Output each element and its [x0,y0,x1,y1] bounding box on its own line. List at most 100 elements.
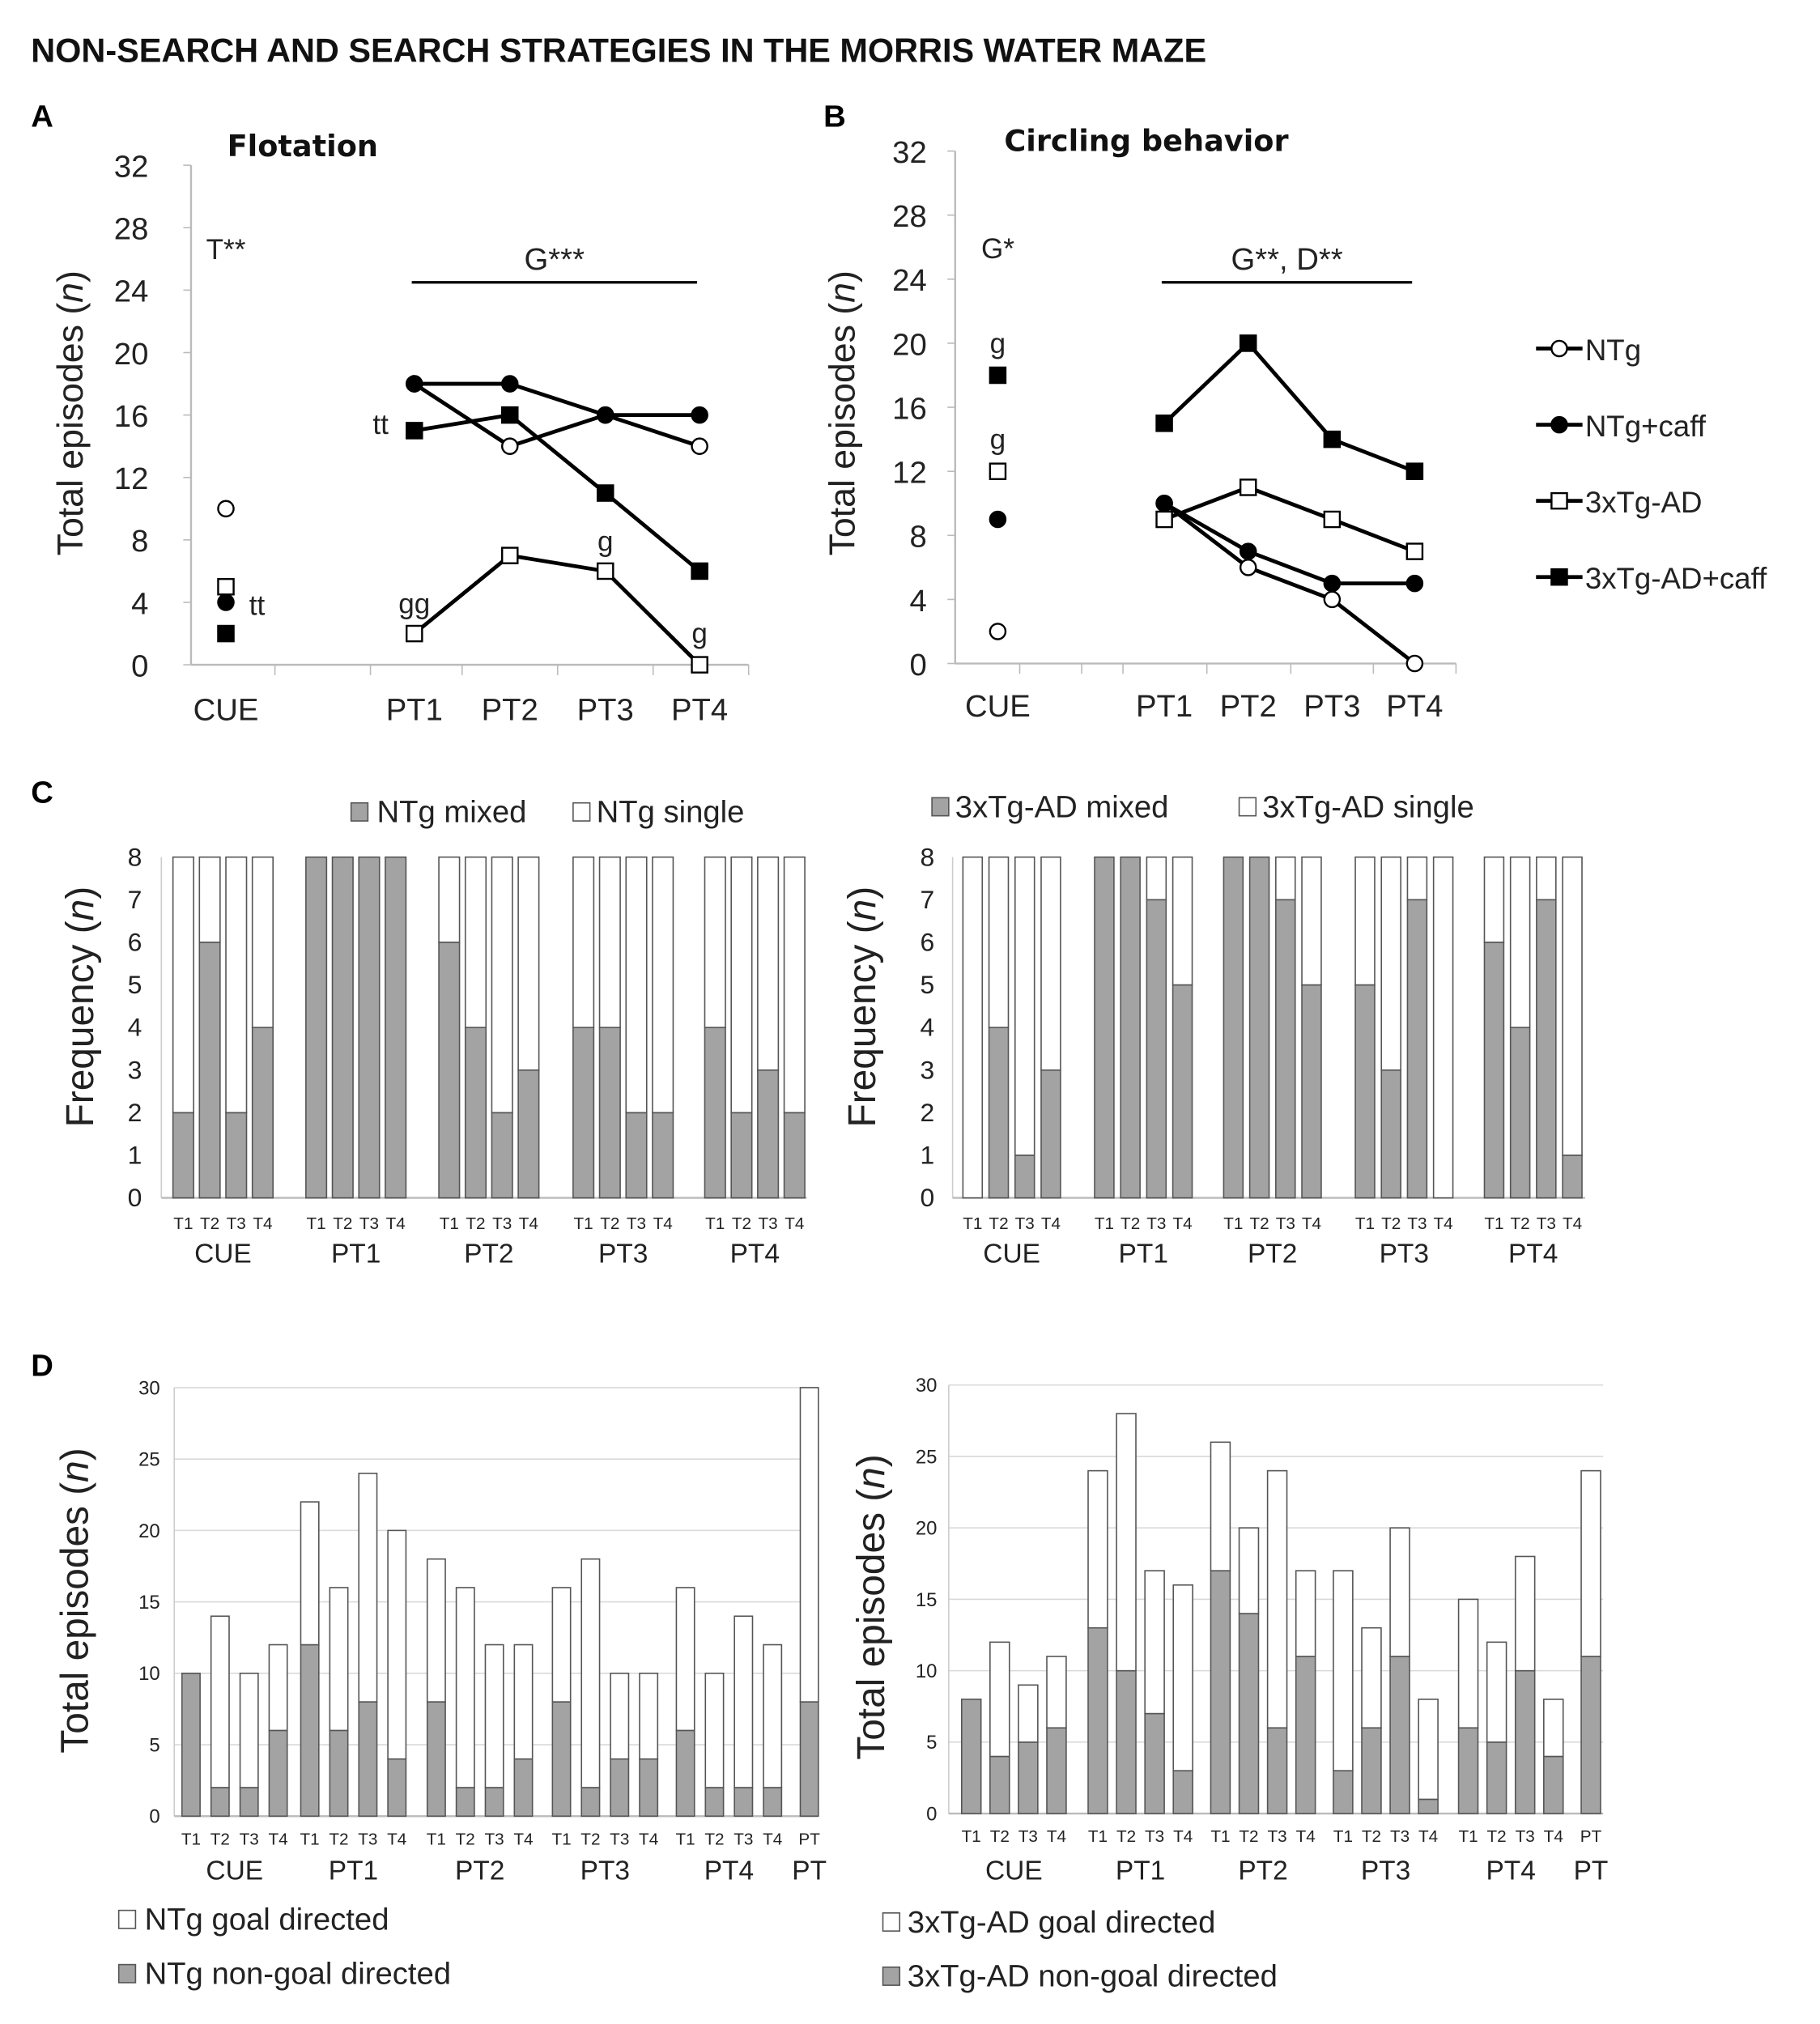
bar-segment-white [1087,1469,1108,1629]
bar-segment-gray [1014,1154,1035,1199]
y-axis-title: Total episodes (n) [823,270,862,555]
bar-segment-white [799,1387,819,1703]
group-label: PT2 [455,1856,504,1886]
bar-segment-white [387,1529,407,1760]
bar-tick-label: T3 [759,1214,778,1233]
bar-segment-gray [1144,1712,1165,1814]
significance-label: g [990,328,1006,359]
data-point-filled-square [1239,334,1257,352]
bar-segment-gray [1248,856,1270,1199]
bar-segment-white [625,856,648,1114]
bar-tick-label: T2 [1116,1827,1136,1846]
bar-tick-label: T4 [1296,1827,1316,1846]
bar-segment-white [1116,1413,1137,1672]
bar-segment-gray [1046,1727,1067,1814]
data-point-open-square [1323,510,1342,529]
significance-label: G* [981,233,1014,265]
bar-segment-gray [730,1112,753,1199]
legend-swatch-white [882,1912,901,1932]
data-point-filled-circle [1323,574,1342,593]
y-tick-label: 20 [138,1520,160,1542]
bar-segment-gray [734,1787,754,1818]
y-tick-label: 15 [916,1589,938,1611]
bar-tick-label: T2 [990,1827,1010,1846]
legend-label: NTg [1585,334,1641,367]
bar-segment-gray [1483,942,1505,1199]
legend-marker-filled-square [1550,568,1568,586]
bar-segment-gray [1514,1669,1536,1814]
legend-item: NTg goal directed [117,1903,389,1937]
significance-label: tt [372,409,389,440]
y-tick-label: 7 [921,885,935,914]
bar-segment-white [704,856,726,1028]
bar-segment-white [610,1673,630,1760]
bar-segment-white [551,1587,572,1703]
group-label: CUE [194,1239,252,1269]
bar-segment-white [210,1615,230,1788]
bar-segment-white [988,856,1010,1028]
bar-tick-label: T1 [963,1214,982,1233]
y-tick-label: 24 [892,263,927,298]
legend-label: NTg mixed [377,795,527,830]
bar-tick-label: T4 [519,1214,538,1233]
y-tick-label: 5 [926,1732,937,1754]
data-point-open-square [217,577,235,596]
group-label: PT1 [331,1239,381,1269]
data-point-filled-square [596,484,614,502]
bar-segment-gray [1333,1770,1354,1814]
bar-segment-gray [426,1701,446,1818]
bar-tick-label: PT [1580,1827,1602,1846]
bar-segment-white [1144,1570,1165,1715]
bar-tick-label: T2 [704,1830,724,1848]
bar-segment-gray [210,1787,230,1818]
bar-tick-label: T2 [466,1214,485,1233]
y-tick-label: 1 [128,1141,142,1170]
bar-segment-white [1406,856,1428,901]
bar-segment-gray [1354,984,1376,1199]
panel-label-d: D [31,1349,53,1384]
y-tick-label: 4 [131,586,148,621]
bar-segment-white [704,1673,725,1788]
group-label: PT3 [1361,1856,1410,1886]
y-tick-label: 32 [892,135,927,170]
group-label: PT2 [1238,1856,1287,1886]
bar-tick-label: T1 [551,1830,571,1848]
bar-segment-white [484,1643,504,1788]
bar-tick-label: T4 [1041,1214,1061,1233]
bar-segment-gray [1238,1613,1260,1814]
data-point-filled-square [1405,462,1424,480]
data-point-filled-circle [596,406,614,424]
legend-item: 3xTg-AD+caff [1536,562,1767,595]
y-tick-label: 30 [138,1377,160,1399]
y-tick-label: 25 [138,1449,160,1471]
bar-segment-white [1580,1469,1601,1657]
bar-tick-label: T4 [386,1214,406,1233]
data-point-open-square [596,562,614,580]
bar-segment-white [1046,1656,1067,1729]
data-point-open-square [406,624,423,643]
bar-segment-gray [198,942,221,1199]
bar-tick-label: T2 [1362,1827,1381,1846]
bar-tick-label: T4 [639,1830,658,1848]
series-line [413,553,701,666]
x-tick-label: PT4 [671,693,728,728]
bar-tick-label: T1 [705,1214,725,1233]
bar-segment-gray [1536,899,1557,1199]
data-point-filled-circle [217,593,235,611]
bar-segment-white [1562,856,1583,1156]
significance-label: G**, D** [1231,242,1342,277]
bar-segment-white [1172,856,1193,986]
legend-marker-open-circle [1550,339,1568,358]
bar-tick-label: T1 [173,1214,193,1233]
bar-tick-label: T1 [574,1214,593,1233]
legend-item: NTg non-goal directed [117,1957,451,1992]
bar-segment-gray [484,1787,504,1818]
bar-segment-white [1146,856,1167,901]
bar-segment-gray [172,1112,194,1199]
bar-segment-gray [1580,1656,1601,1814]
bar-segment-gray [704,1027,726,1199]
bar-segment-white [730,856,753,1114]
group-label: PT1 [329,1856,378,1886]
significance-label: tt [249,589,266,621]
